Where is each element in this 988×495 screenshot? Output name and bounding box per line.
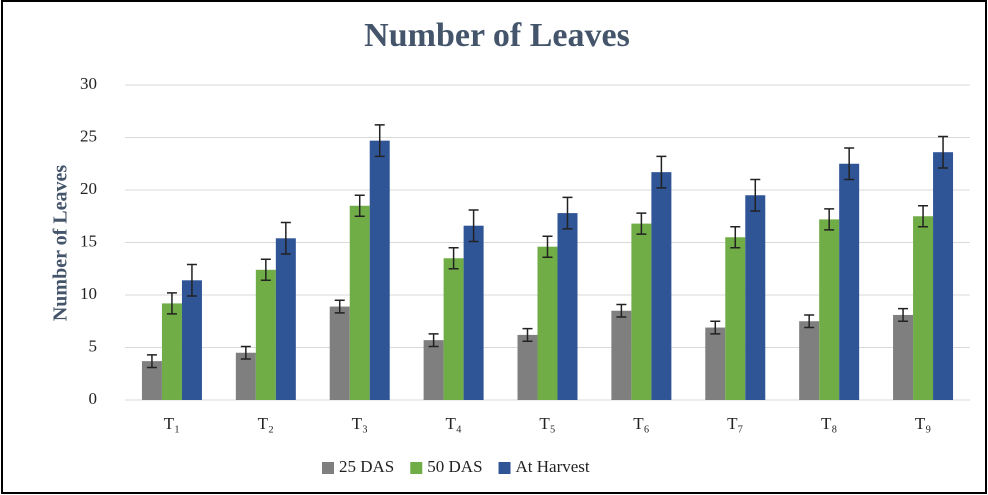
legend-label: 50 DAS: [427, 457, 482, 476]
bar: [631, 223, 652, 400]
error-bar: [280, 221, 291, 255]
x-tick-label: T₉: [915, 414, 931, 433]
bar: [423, 340, 444, 400]
x-tick-label: T₈: [821, 414, 837, 433]
x-tick-label: T₅: [539, 414, 555, 433]
legend-swatch: [498, 462, 511, 474]
bar: [463, 225, 484, 400]
bar: [255, 269, 276, 400]
x-tick-label: T₂: [258, 414, 274, 433]
y-tick-label: 15: [80, 231, 97, 250]
error-bar: [656, 155, 667, 189]
bar: [933, 152, 954, 400]
x-tick-label: T₇: [727, 414, 743, 433]
error-bar: [240, 345, 251, 360]
chart-title: Number of Leaves: [364, 17, 630, 54]
bar: [725, 237, 746, 400]
error-bar: [260, 258, 271, 282]
error-bar: [522, 327, 533, 342]
y-tick-label: 0: [89, 389, 98, 408]
y-tick-label: 30: [80, 74, 97, 93]
error-bar: [374, 124, 385, 158]
bar: [275, 238, 296, 400]
error-bar: [428, 333, 439, 348]
x-tick-label: T₃: [352, 414, 368, 433]
error-bar: [918, 205, 929, 228]
x-tick-label: T₄: [445, 414, 461, 433]
error-bar: [616, 303, 627, 318]
bar: [799, 321, 820, 400]
bar: [443, 258, 464, 400]
error-bar: [186, 263, 197, 297]
bar: [235, 352, 256, 400]
error-bar: [710, 320, 721, 335]
x-tick-label: T₆: [633, 414, 649, 433]
legend-label: 25 DAS: [339, 457, 394, 476]
bar: [141, 361, 162, 400]
legend-label: At Harvest: [516, 457, 590, 476]
legend-swatch: [322, 462, 334, 474]
y-tick-label: 5: [89, 336, 98, 355]
error-bar: [844, 147, 855, 181]
bar: [349, 205, 370, 400]
bar: [537, 246, 558, 400]
bar: [181, 280, 202, 400]
error-bar: [334, 299, 345, 314]
y-tick-label: 20: [80, 179, 97, 198]
bar: [161, 303, 182, 400]
error-bar: [730, 226, 741, 249]
bar: [651, 172, 672, 400]
legend-swatch: [410, 462, 423, 474]
bar: [893, 314, 914, 400]
error-bar: [542, 235, 553, 258]
bar: [819, 219, 840, 400]
error-bar: [898, 307, 909, 322]
error-bar: [804, 314, 815, 329]
y-tick-label: 25: [80, 126, 97, 145]
error-bar: [636, 212, 647, 235]
bar: [517, 334, 538, 400]
error-bar: [354, 194, 365, 217]
bar: [369, 140, 390, 400]
error-bar: [938, 135, 949, 169]
bar: [839, 163, 860, 400]
bar: [705, 327, 726, 400]
bar: [329, 306, 350, 400]
error-bar: [448, 247, 459, 270]
bar: [557, 213, 578, 400]
bar: [745, 195, 766, 400]
error-bar: [824, 208, 835, 231]
error-bar: [562, 196, 573, 230]
x-tick-label: T₁: [164, 414, 180, 433]
y-axis-label: Number of Leaves: [50, 165, 72, 321]
bar: [611, 310, 632, 400]
bar: [913, 216, 934, 400]
error-bar: [166, 292, 177, 315]
y-tick-label: 10: [80, 284, 97, 303]
error-bar: [468, 209, 479, 243]
error-bar: [146, 354, 157, 369]
error-bar: [750, 178, 761, 212]
